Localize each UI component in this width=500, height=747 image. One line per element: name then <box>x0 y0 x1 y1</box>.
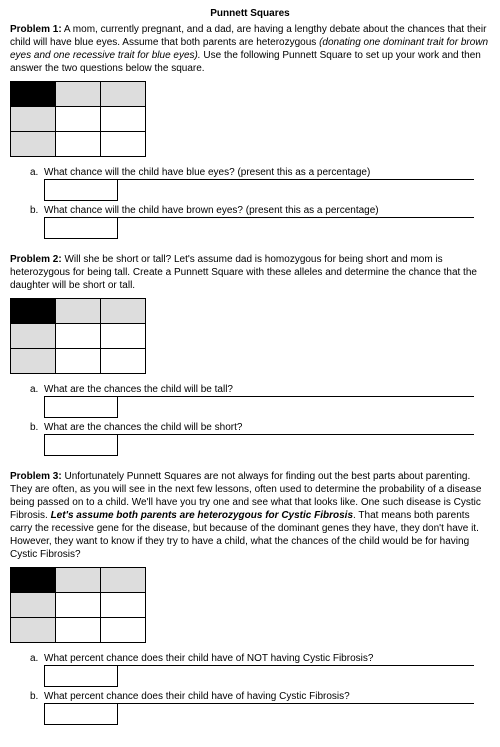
question-row: a.What percent chance does their child h… <box>30 653 490 687</box>
page-title: Punnett Squares <box>10 8 490 19</box>
punnett-cell[interactable] <box>56 132 101 157</box>
punnett-cell[interactable] <box>101 593 146 618</box>
answer-input-box[interactable] <box>44 396 118 418</box>
answer-input-box[interactable] <box>44 217 118 239</box>
problem-label: Problem 2: <box>10 254 62 265</box>
question-row: b.What chance will the child have brown … <box>30 205 490 239</box>
question-label: b. <box>30 422 44 433</box>
punnett-cell[interactable] <box>101 107 146 132</box>
problem-section: Problem 1: A mom, currently pregnant, an… <box>10 23 490 239</box>
question-row: b.What percent chance does their child h… <box>30 691 490 725</box>
punnett-square <box>10 298 146 374</box>
answer-input-box[interactable] <box>44 434 118 456</box>
punnett-cell[interactable] <box>11 299 56 324</box>
punnett-cell[interactable] <box>101 324 146 349</box>
punnett-cell[interactable] <box>101 299 146 324</box>
question-label: a. <box>30 653 44 664</box>
question-row: a.What chance will the child have blue e… <box>30 167 490 201</box>
problem-text: Problem 3: Unfortunately Punnett Squares… <box>10 470 490 561</box>
punnett-cell[interactable] <box>101 132 146 157</box>
punnett-cell[interactable] <box>11 568 56 593</box>
problem-text: Problem 2: Will she be short or tall? Le… <box>10 253 490 292</box>
punnett-cell[interactable] <box>11 107 56 132</box>
punnett-cell[interactable] <box>11 132 56 157</box>
problem-text: Problem 1: A mom, currently pregnant, an… <box>10 23 490 75</box>
problem-label: Problem 3: <box>10 471 62 482</box>
punnett-cell[interactable] <box>56 618 101 643</box>
question-label: b. <box>30 205 44 216</box>
answer-input-box[interactable] <box>44 665 118 687</box>
punnett-square <box>10 567 146 643</box>
punnett-cell[interactable] <box>56 324 101 349</box>
punnett-cell[interactable] <box>56 593 101 618</box>
question-label: a. <box>30 167 44 178</box>
problem-section: Problem 2: Will she be short or tall? Le… <box>10 253 490 456</box>
punnett-cell[interactable] <box>56 568 101 593</box>
punnett-cell[interactable] <box>101 618 146 643</box>
punnett-cell[interactable] <box>101 349 146 374</box>
question-label: b. <box>30 691 44 702</box>
punnett-cell[interactable] <box>11 593 56 618</box>
answer-input-box[interactable] <box>44 179 118 201</box>
problem-text-part: Will she be short or tall? Let's assume … <box>10 254 477 291</box>
answer-input-box[interactable] <box>44 703 118 725</box>
punnett-square <box>10 81 146 157</box>
punnett-cell[interactable] <box>11 82 56 107</box>
problem-label: Problem 1: <box>10 24 62 35</box>
punnett-cell[interactable] <box>56 349 101 374</box>
punnett-cell[interactable] <box>56 82 101 107</box>
punnett-cell[interactable] <box>101 82 146 107</box>
question-label: a. <box>30 384 44 395</box>
punnett-cell[interactable] <box>101 568 146 593</box>
punnett-cell[interactable] <box>11 324 56 349</box>
punnett-cell[interactable] <box>11 349 56 374</box>
question-row: b.What are the chances the child will be… <box>30 422 490 456</box>
punnett-cell[interactable] <box>56 299 101 324</box>
question-row: a.What are the chances the child will be… <box>30 384 490 418</box>
punnett-cell[interactable] <box>56 107 101 132</box>
problem-text-part: Let's assume both parents are heterozygo… <box>51 510 353 521</box>
problem-section: Problem 3: Unfortunately Punnett Squares… <box>10 470 490 725</box>
punnett-cell[interactable] <box>11 618 56 643</box>
